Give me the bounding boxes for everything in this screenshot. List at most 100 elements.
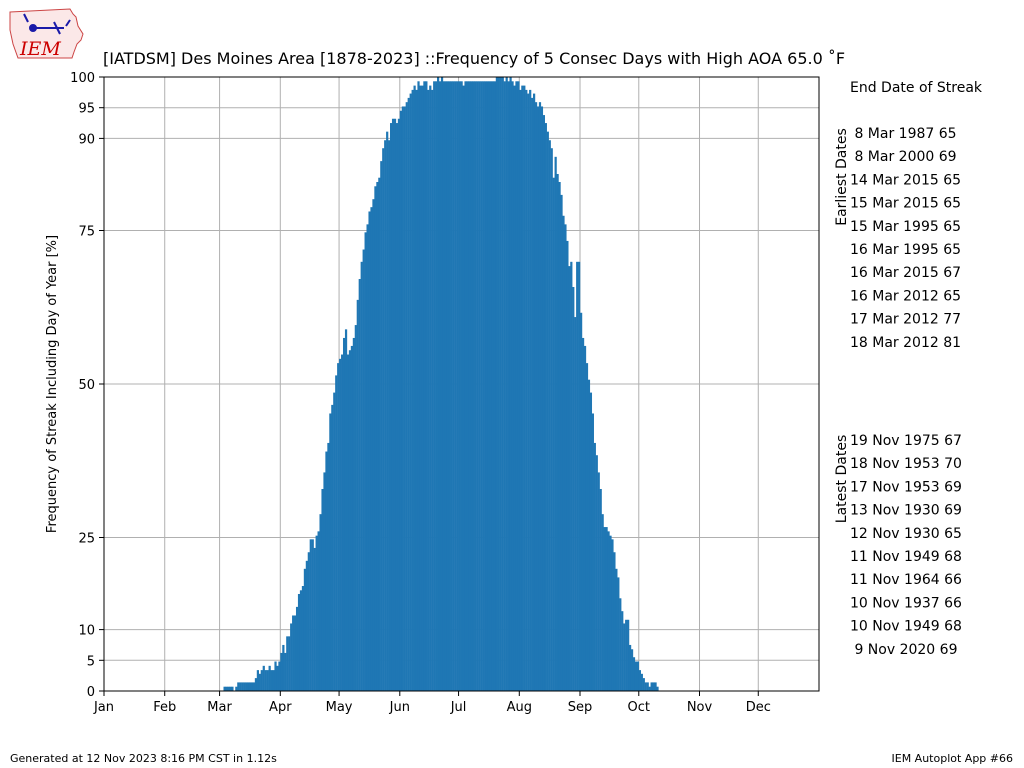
bar [333,392,336,691]
y-tick-label: 25 [78,532,95,547]
bar [648,686,651,691]
bar [462,85,465,692]
bar [442,81,446,692]
bar [417,81,420,692]
bar [558,181,561,692]
bar [266,670,269,691]
bar [509,77,512,691]
bar [630,649,634,691]
bar [307,552,310,691]
bar [560,194,563,691]
bar [299,590,303,691]
bar [525,89,528,691]
bar [241,682,244,691]
bar [474,81,477,692]
earliest-date-item: 17 Mar 2012 77 [850,312,961,328]
bar [589,392,593,691]
bar [235,686,238,691]
bar [370,207,373,692]
bar [476,81,479,692]
bar [650,682,653,691]
bar [515,81,518,692]
bar [286,636,289,691]
bar [446,81,450,692]
bar [305,560,308,691]
bar [282,644,285,691]
bars [223,77,659,692]
bar [564,224,567,692]
bar [356,299,359,691]
bar [656,686,659,691]
weather-symbol-icon [23,13,71,35]
bar [468,81,471,692]
bar [350,345,354,691]
bar [615,568,618,691]
bar [272,670,275,691]
y-axis-label: Frequency of Streak Including Day of Yea… [45,235,60,533]
bar [519,89,522,691]
bar [237,682,240,691]
bar [527,93,530,691]
bar [382,148,385,692]
bar [366,224,369,692]
x-axis-ticks: Jan Feb Mar Apr May Jun Jul Aug Sep Oct Nov Dec [93,691,771,715]
bar [458,81,461,692]
latest-date-item: 17 Nov 1953 69 [850,479,962,495]
bar [595,455,598,691]
bar [415,89,418,691]
bar [423,81,426,692]
bar [640,673,643,691]
bar [339,358,342,691]
bar [421,85,424,692]
bar [521,85,524,692]
bar [323,472,326,691]
bar [482,81,485,692]
bar [576,261,579,691]
bar [374,186,377,692]
bar [342,337,346,691]
bar [294,615,297,691]
bar [644,682,647,691]
bar [352,337,355,691]
bar [435,81,438,692]
bar [454,81,457,692]
logo-text: IEM [19,38,61,60]
bar [386,131,389,691]
bar [358,279,361,691]
bar [425,81,428,692]
bar [544,123,547,692]
bar [478,81,481,692]
bar [538,102,542,692]
bar [470,81,473,692]
bar [464,81,467,692]
bar [536,106,540,692]
bar [292,615,295,691]
bar [484,81,487,692]
x-tick-label: Jan [93,700,114,715]
bar [542,115,545,691]
bar [580,312,583,691]
latest-date-item: 18 Nov 1953 70 [850,456,962,472]
bar [568,266,571,691]
bar [621,611,624,691]
bar [335,375,338,691]
bar [395,123,399,692]
latest-date-item: 10 Nov 1949 68 [850,619,962,635]
bar [636,661,640,691]
bar [491,81,495,692]
bar [440,77,444,691]
y-tick-label: 10 [78,624,95,639]
bar [319,514,322,691]
bar [501,77,504,691]
bar [384,140,387,692]
x-tick-label: Dec [746,700,771,715]
bar [223,686,226,691]
latest-date-item: 11 Nov 1964 66 [850,572,962,588]
bar [607,531,610,691]
bar [456,81,459,692]
bar [309,539,312,691]
bar [495,77,498,691]
bar [264,670,267,691]
bar [268,665,271,691]
